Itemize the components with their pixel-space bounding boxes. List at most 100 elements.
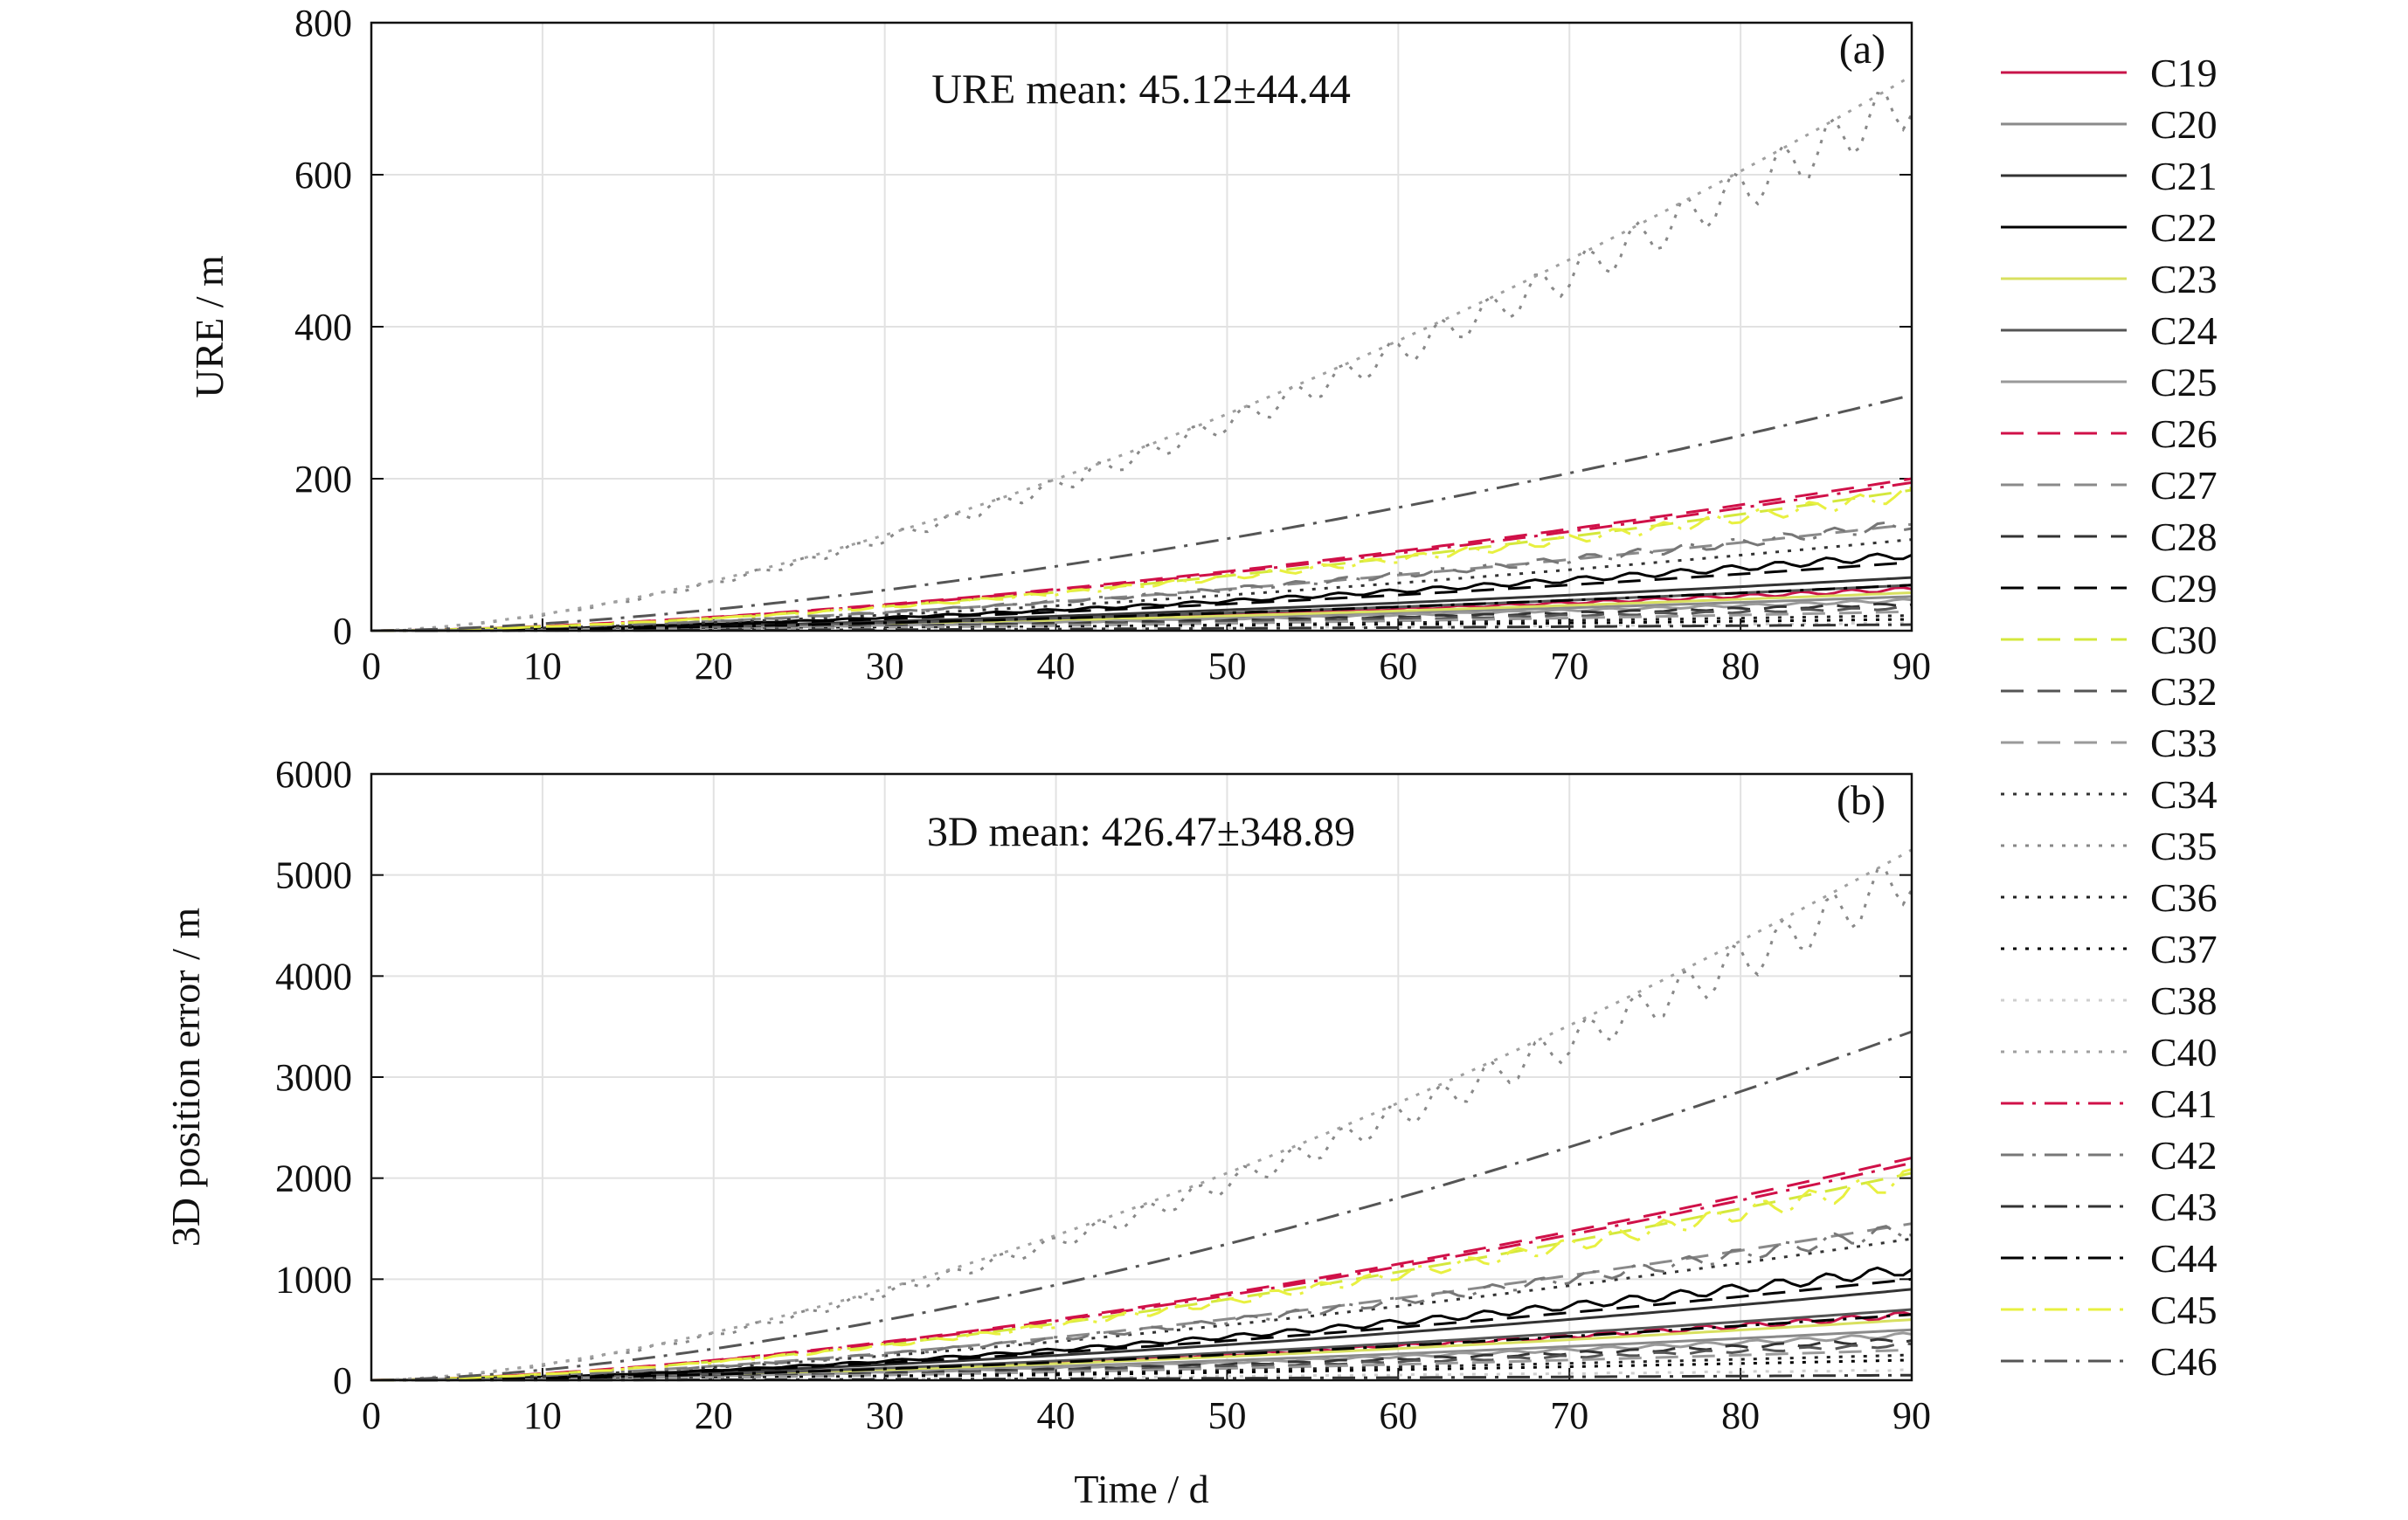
x-tick-label: 20 (695, 645, 733, 687)
y-tick-label: 2000 (275, 1157, 352, 1200)
legend-item-c35: C35 (2001, 824, 2218, 868)
series-line-c29 (371, 561, 1913, 632)
plot-frame (370, 772, 1913, 1382)
series-line-c42 (371, 1225, 1913, 1382)
panel-b-3d-error: 0 10 20 30 40 50 60 70 80 90 0 1000 2000 3000 4000 5000… (163, 753, 1931, 1511)
legend-label: C42 (2150, 1133, 2218, 1178)
y-axis-label: URE / m (187, 255, 232, 398)
series-line-c35 (370, 867, 1913, 1382)
series-line-c44 (371, 1313, 1913, 1382)
series-line-c26 (371, 477, 1913, 632)
series-line-c34 (371, 538, 1913, 632)
legend-item-c34: C34 (2001, 772, 2218, 817)
x-tick-label: 70 (1550, 645, 1588, 687)
legend-label: C45 (2150, 1288, 2218, 1332)
legend-item-c19: C19 (2001, 51, 2218, 95)
stats-annotation: 3D mean: 426.47±348.89 (927, 809, 1355, 855)
legend-item-c42: C42 (2001, 1133, 2218, 1178)
x-tick-label: 30 (866, 1394, 904, 1437)
y-tick-label: 4000 (275, 955, 352, 998)
x-tick-label: 80 (1721, 645, 1760, 687)
legend-item-c27: C27 (2001, 463, 2218, 508)
series-line-c22 (371, 1266, 1913, 1382)
legend-label: C40 (2150, 1030, 2218, 1074)
y-tick-label: 800 (294, 2, 352, 45)
series-line-c35 (370, 91, 1913, 632)
x-tick-label: 90 (1892, 1394, 1931, 1437)
legend-label: C27 (2150, 463, 2218, 508)
legend-label: C24 (2150, 308, 2218, 353)
legend-label: C20 (2150, 102, 2218, 147)
panel-a-ure: 0 10 20 30 40 50 60 70 80 90 0 200 400 600 800 URE mean… (187, 2, 1931, 687)
legend-label: C29 (2150, 566, 2218, 611)
series-line-c34 (371, 1237, 1913, 1382)
stats-annotation: URE mean: 45.12±44.44 (931, 66, 1351, 113)
y-axis-label: 3D position error / m (163, 908, 208, 1247)
y-tick-label: 3000 (275, 1056, 352, 1099)
series-line-c22 (371, 552, 1913, 632)
legend-item-c37: C37 (2001, 927, 2218, 971)
legend-item-c32: C32 (2001, 669, 2218, 714)
series-line-c40 (370, 848, 1913, 1382)
plot-frame (370, 21, 1913, 632)
series-line-c44 (371, 584, 1913, 632)
legend-label: C35 (2150, 824, 2218, 868)
legend-label: C30 (2150, 618, 2218, 662)
legend-label: C44 (2150, 1236, 2218, 1281)
legend: C19 C20 C21 C22 C23 C24 C25 C26 C27 C28 C29 C30 C32 C… (2001, 51, 2218, 1384)
legend-item-c23: C23 (2001, 257, 2218, 301)
x-tick-label: 0 (362, 645, 381, 687)
legend-label: C38 (2150, 978, 2218, 1023)
y-tick-label: 0 (333, 1359, 352, 1402)
legend-label: C41 (2150, 1081, 2218, 1126)
legend-item-c40: C40 (2001, 1030, 2218, 1074)
x-tick-label: 90 (1892, 645, 1931, 687)
x-tick-label: 40 (1037, 645, 1076, 687)
legend-item-c33: C33 (2001, 721, 2218, 765)
series-line-c40 (370, 74, 1913, 632)
series-line-c41 (371, 480, 1913, 632)
series-line-c32 (371, 1342, 1913, 1382)
legend-label: C32 (2150, 669, 2218, 714)
series-line-c45 (371, 487, 1913, 632)
x-tick-label: 60 (1379, 1394, 1417, 1437)
y-tick-label: 6000 (275, 753, 352, 796)
legend-label: C25 (2150, 360, 2218, 404)
legend-item-c25: C25 (2001, 360, 2218, 404)
y-tick-label: 600 (294, 154, 352, 197)
legend-label: C28 (2150, 515, 2218, 559)
x-tick-label: 10 (523, 645, 562, 687)
y-tick-label: 0 (333, 610, 352, 653)
legend-item-c24: C24 (2001, 308, 2218, 353)
x-tick-label: 10 (523, 1394, 562, 1437)
legend-label: C37 (2150, 927, 2218, 971)
legend-label: C19 (2150, 51, 2218, 95)
legend-label: C26 (2150, 411, 2218, 456)
legend-item-c22: C22 (2001, 205, 2218, 250)
x-tick-label: 20 (695, 1394, 733, 1437)
y-tick-label: 200 (294, 458, 352, 501)
legend-item-c41: C41 (2001, 1081, 2218, 1126)
legend-label: C36 (2150, 875, 2218, 920)
legend-label: C46 (2150, 1339, 2218, 1384)
legend-item-c30: C30 (2001, 618, 2218, 662)
x-tick-label: 40 (1037, 1394, 1076, 1437)
panel-label: (b) (1837, 777, 1886, 824)
legend-item-c26: C26 (2001, 411, 2218, 456)
y-tick-label: 400 (294, 306, 352, 349)
series-line-c43 (371, 623, 1913, 632)
series-line-c24 (371, 1308, 1913, 1382)
legend-label: C23 (2150, 257, 2218, 301)
x-tick-label: 50 (1207, 1394, 1246, 1437)
legend-label: C22 (2150, 205, 2218, 250)
series-line-c27 (371, 522, 1913, 632)
legend-item-c29: C29 (2001, 566, 2218, 611)
legend-label: C21 (2150, 154, 2218, 198)
x-tick-label: 0 (362, 1394, 381, 1437)
legend-item-c28: C28 (2001, 515, 2218, 559)
series-line-c46 (370, 1030, 1913, 1382)
y-tick-label: 5000 (275, 854, 352, 897)
legend-item-c44: C44 (2001, 1236, 2218, 1281)
x-tick-label: 30 (866, 645, 904, 687)
